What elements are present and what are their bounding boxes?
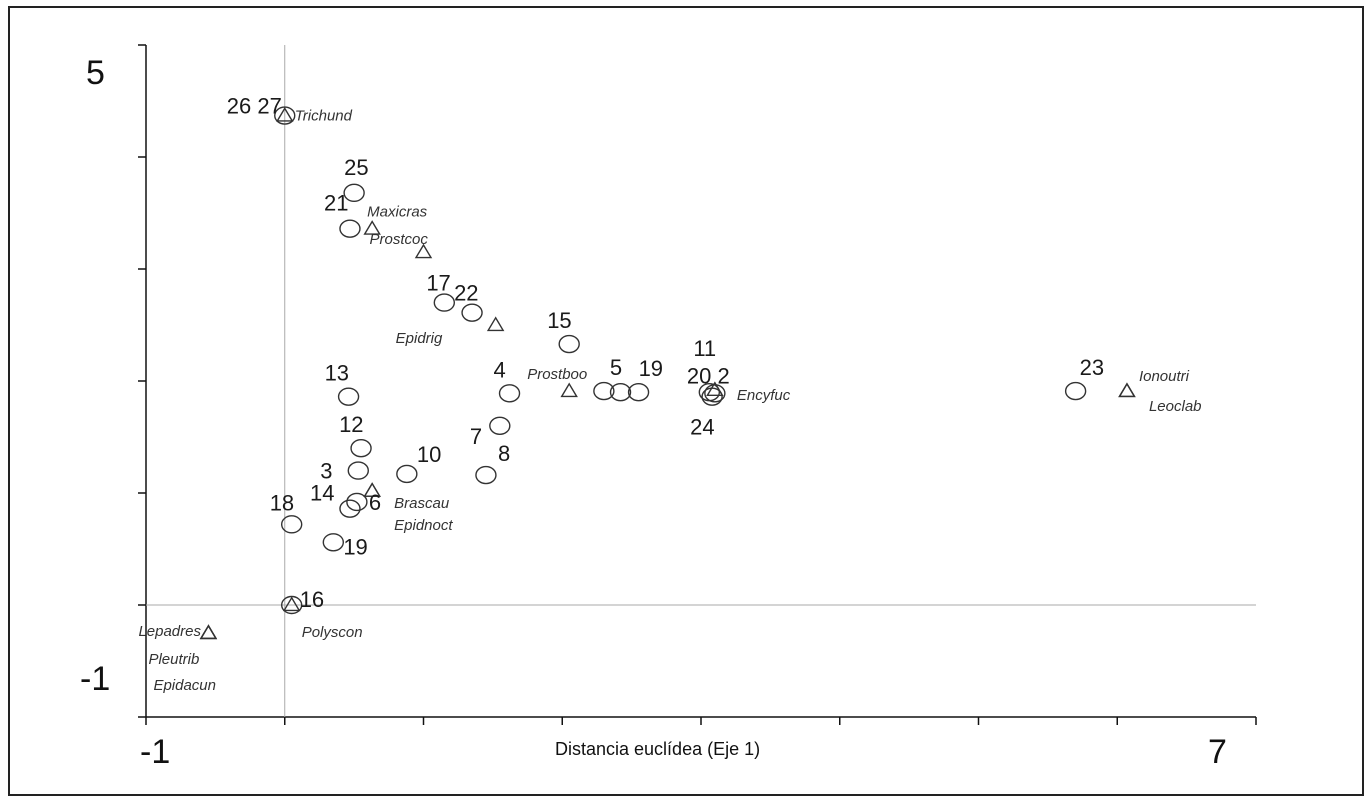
species-label: Prostcoc [370,231,429,248]
site-label: 19 [343,534,367,559]
circle-marker [609,383,632,402]
circle-marker [339,499,361,518]
site-label: 12 [339,412,363,437]
site-label: 3 [320,459,332,484]
axis-ticks [138,44,1257,725]
triangle-marker [1118,382,1136,398]
triangle-marker [486,316,505,332]
species-label: Pleutrib [148,651,199,668]
triangle-marker [199,624,218,640]
circle-marker [350,439,372,458]
site-label: 4 [494,357,506,382]
circle-marker [475,465,497,485]
site-label: 26 27 [227,94,282,119]
triangle-marker [363,220,381,235]
circle-marker [704,384,726,403]
triangle-marker [560,382,578,398]
site-label: 13 [325,361,349,386]
circle-marker [347,461,369,480]
chart-frame [8,6,1364,796]
circle-marker [280,515,303,534]
site-label: 11 [693,336,716,361]
circle-marker [461,303,483,322]
triangle-marker [363,482,381,497]
site-label: 25 [344,155,368,180]
species-label: Lepadres [138,623,201,640]
species-label: Leoclab [1149,398,1202,415]
species-label: Maxicras [367,204,428,221]
site-label: 24 [690,415,714,440]
site-label: 8 [498,441,510,466]
site-label: 10 [417,442,441,467]
circle-marker [593,381,615,401]
site-label: 19 [639,356,663,381]
circle-marker [337,387,360,406]
circle-marker [346,492,368,512]
circle-marker [322,533,345,552]
triangle-marker [199,624,218,640]
species-label: Epidrig [396,330,443,347]
species-label: Brascau [394,495,450,512]
circle-marker [339,219,361,238]
species-label: Epidnoct [394,517,453,534]
site-label: 14 [310,481,334,506]
site-label: 16 [300,587,324,612]
species-label: Polyscon [302,624,363,641]
circle-marker [558,334,580,354]
circle-marker [343,183,365,203]
triangle-marker [414,243,433,259]
species-label: Ionoutri [1139,368,1190,385]
site-label: 6 [369,490,381,515]
circle-marker [396,464,418,484]
site-label: 17 [426,271,450,296]
species-label: Epidacun [153,677,216,694]
site-label: 18 [270,490,294,515]
site-label: 20 2 [687,363,730,388]
site-label: 7 [470,424,482,449]
reference-lines [146,45,1256,717]
triangle-marker [276,106,294,122]
triangle-marker [199,624,218,640]
site-label: 22 [454,281,478,306]
x-tick-label-left: -1 [140,733,170,771]
circle-marker [1064,381,1087,401]
triangle-marker [706,381,724,397]
species-label: Encyfuc [737,387,791,404]
y-tick-label-bottom: -1 [80,660,110,698]
site-label: 5 [610,355,622,380]
circle-marker [433,293,456,312]
species-label: Prostboo [527,366,587,383]
site-label: 23 [1080,355,1104,380]
x-tick-label-right: 7 [1208,733,1227,771]
circle-marker [498,384,521,403]
data-marks [199,106,1136,640]
circle-marker [489,416,511,435]
site-label: 15 [547,308,571,333]
x-axis-title: Distancia euclídea (Eje 1) [555,739,760,759]
species-label: Trichund [295,108,353,125]
triangle-marker [1118,382,1136,398]
circle-marker [627,383,650,402]
site-label: 21 [324,191,348,216]
triangle-marker [282,596,301,612]
y-tick-label-top: 5 [86,54,105,92]
